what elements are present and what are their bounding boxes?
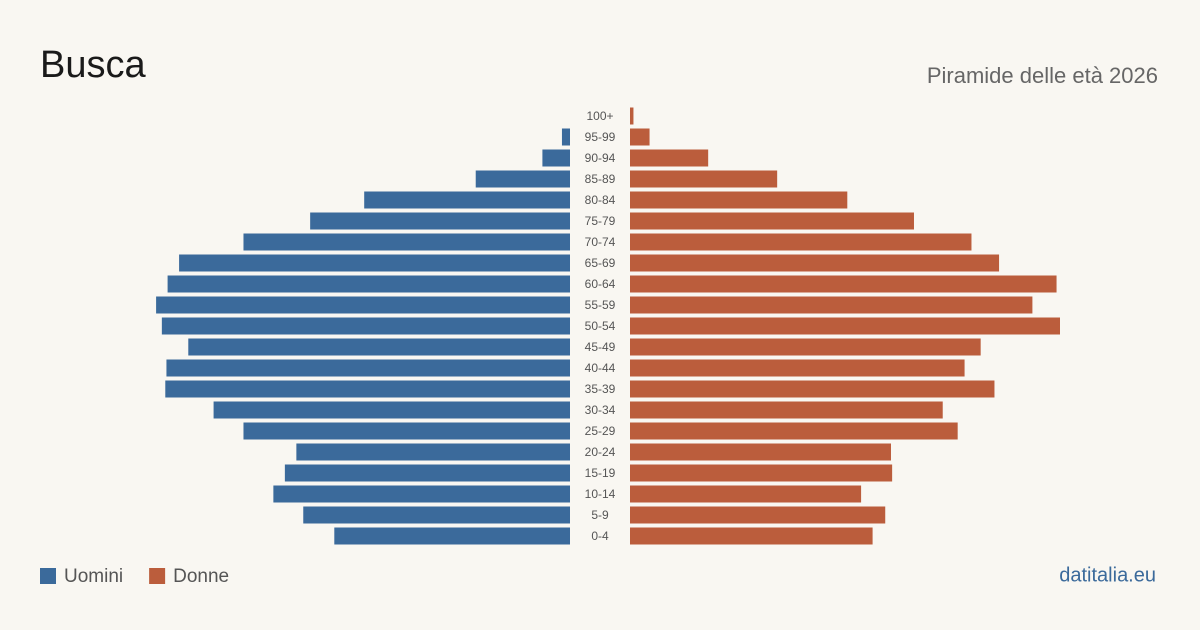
bar: [630, 296, 1033, 314]
bar: [475, 170, 570, 188]
age-label: 60-64: [585, 277, 616, 291]
bar: [630, 128, 650, 146]
age-label: 80-84: [585, 193, 616, 207]
age-label: 0-4: [591, 529, 609, 543]
bar: [630, 233, 972, 251]
bar: [630, 317, 1060, 335]
bar: [630, 359, 965, 377]
bar: [630, 149, 709, 167]
bar: [630, 254, 1000, 272]
bar: [364, 191, 570, 209]
bar: [188, 338, 571, 356]
bar: [542, 149, 570, 167]
chart-subtitle: Piramide delle età 2026: [927, 63, 1158, 88]
age-label: 100+: [586, 109, 613, 123]
bar: [630, 401, 943, 419]
chart-title: Busca: [40, 44, 146, 86]
age-label: 20-24: [585, 445, 616, 459]
age-label: 95-99: [585, 130, 616, 144]
legend-swatch: [40, 568, 56, 584]
bar: [243, 233, 570, 251]
age-label: 85-89: [585, 172, 616, 186]
bar: [310, 212, 570, 230]
bar: [179, 254, 570, 272]
bar: [630, 527, 873, 545]
age-label: 75-79: [585, 214, 616, 228]
bar: [630, 107, 634, 125]
bar: [166, 359, 570, 377]
age-label: 70-74: [585, 235, 616, 249]
age-label: 45-49: [585, 340, 616, 354]
bar: [561, 128, 570, 146]
bar: [630, 338, 981, 356]
bar: [630, 443, 891, 461]
bar: [243, 422, 570, 440]
age-label: 50-54: [585, 319, 616, 333]
bar: [167, 275, 571, 293]
source: datitalia.eu: [1059, 564, 1156, 586]
bar: [284, 464, 570, 482]
bar: [296, 443, 570, 461]
bar: [334, 527, 570, 545]
bar: [303, 506, 570, 524]
bar: [630, 485, 862, 503]
legend-label: Donne: [173, 566, 229, 587]
legend-label: Uomini: [64, 566, 123, 587]
bar: [156, 296, 570, 314]
age-label: 40-44: [585, 361, 616, 375]
bar: [213, 401, 570, 419]
age-label: 15-19: [585, 466, 616, 480]
bar: [630, 191, 848, 209]
age-label: 35-39: [585, 382, 616, 396]
bar: [630, 275, 1057, 293]
bar: [630, 170, 778, 188]
age-label: 5-9: [591, 508, 609, 522]
age-label: 30-34: [585, 403, 616, 417]
bar: [630, 380, 995, 398]
age-label: 55-59: [585, 298, 616, 312]
age-label: 10-14: [585, 487, 616, 501]
legend-swatch: [149, 568, 166, 584]
bar: [630, 422, 958, 440]
bar: [630, 212, 914, 230]
bar: [630, 506, 886, 524]
bar: [273, 485, 570, 503]
bar: [630, 464, 893, 482]
bar: [161, 317, 571, 335]
bar: [165, 380, 570, 398]
age-label: 65-69: [585, 256, 616, 270]
age-label: 90-94: [585, 151, 616, 165]
age-label: 25-29: [585, 424, 616, 438]
